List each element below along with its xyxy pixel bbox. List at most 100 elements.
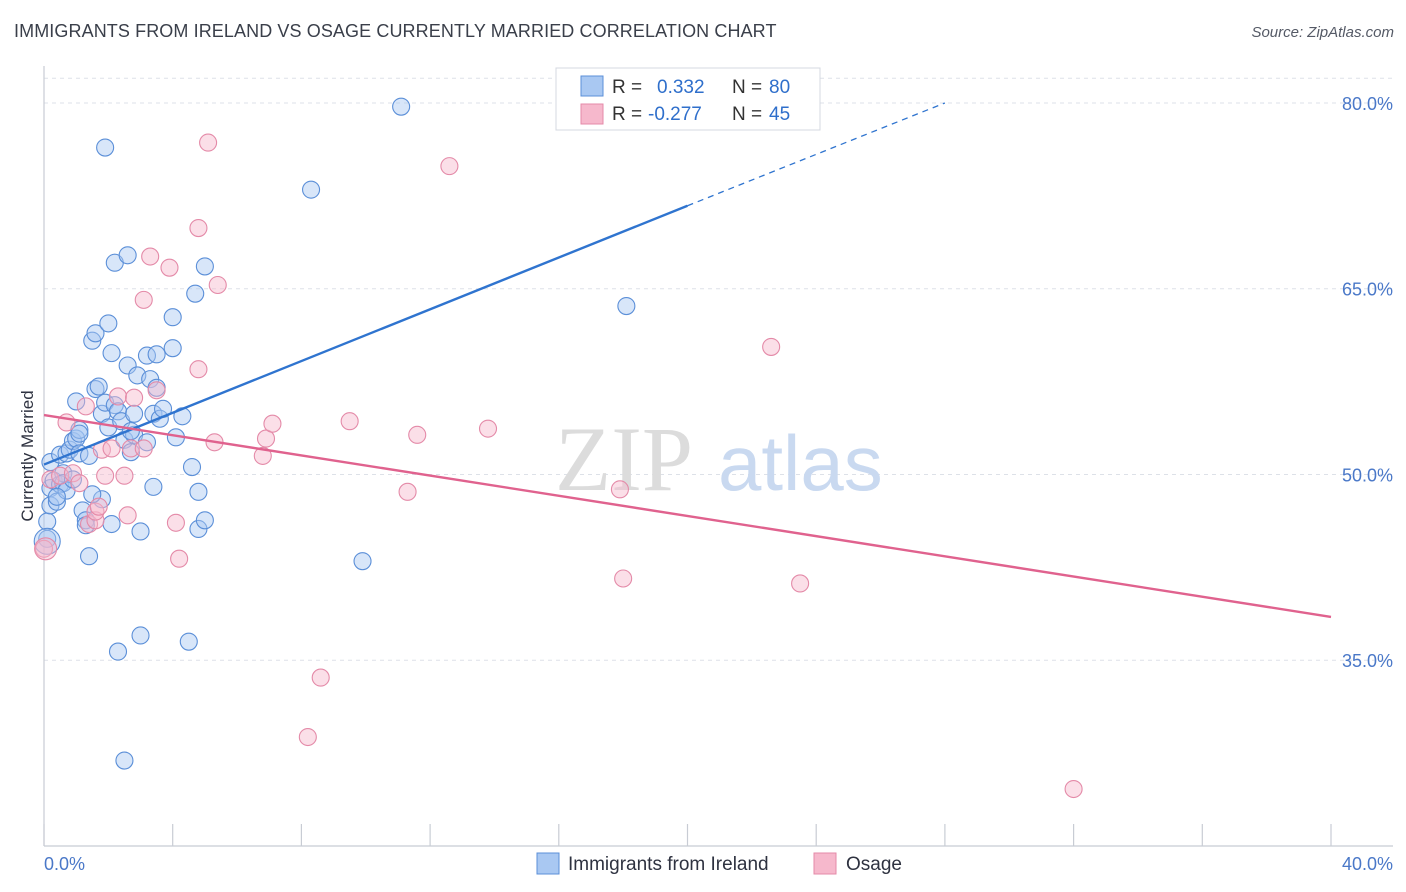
legend-r-label-ireland: R =: [612, 77, 642, 98]
osage-point: [311, 668, 330, 687]
legend-swatch-osage: [580, 103, 604, 125]
ireland-point: [99, 314, 118, 333]
ireland-point: [195, 257, 214, 276]
osage-point: [170, 549, 189, 568]
osage-point: [263, 414, 282, 433]
bottom-legend-label-ireland: Immigrants from Ireland: [568, 854, 769, 875]
osage-point: [41, 470, 60, 489]
y-tick-label: 65.0%: [1342, 280, 1393, 300]
ireland-point: [86, 324, 105, 343]
osage-point: [89, 497, 108, 516]
y-axis-label: Currently Married: [18, 390, 37, 521]
ireland-point: [89, 377, 108, 396]
osage-point: [115, 466, 134, 485]
osage-point: [121, 439, 140, 458]
legend-r-value-ireland: 0.332: [657, 77, 705, 98]
ireland-point: [102, 344, 121, 363]
ireland-point: [195, 511, 214, 530]
y-tick-label: 80.0%: [1342, 94, 1393, 114]
osage-point: [298, 727, 317, 747]
osage-point: [408, 425, 427, 444]
osage-point: [141, 247, 160, 266]
legend-swatch-ireland: [580, 75, 604, 97]
watermark-atlas: atlas: [718, 419, 883, 507]
tick-labels: 35.0% 50.0% 65.0% 80.0% 0.0% 40.0%: [44, 94, 1393, 874]
ireland-point: [96, 138, 115, 157]
ireland-point: [47, 487, 66, 506]
ireland-point: [179, 632, 198, 651]
osage-point: [208, 275, 227, 295]
ireland-point: [147, 345, 166, 364]
osage-point: [134, 290, 153, 309]
osage-trend-line: [43, 413, 1332, 619]
osage-point: [478, 419, 498, 438]
osage-point: [125, 388, 144, 407]
osage-point: [118, 506, 137, 525]
ireland-point: [182, 457, 202, 477]
osage-point: [76, 397, 95, 416]
osage-point: [108, 387, 128, 406]
legend-n-label-osage: N =: [732, 104, 762, 125]
ireland-point: [163, 339, 182, 358]
osage-point: [166, 513, 185, 532]
ireland-point: [38, 512, 57, 531]
ireland-point: [108, 642, 128, 661]
legend-n-value-osage: 45: [769, 104, 790, 125]
osage-point: [160, 258, 179, 277]
osage-point: [34, 539, 54, 558]
osage-point: [398, 482, 417, 501]
osage-point: [63, 464, 83, 483]
legend-n-label-ireland: N =: [732, 77, 762, 98]
stats-legend: R = 0.332 N = 80 R = -0.277 N = 45: [555, 67, 821, 131]
osage-point: [86, 502, 105, 521]
ireland-point: [70, 424, 89, 443]
ireland-point: [79, 547, 99, 566]
watermark-zip: ZIP: [555, 408, 693, 510]
series-legend: Immigrants from Ireland Osage: [536, 852, 902, 875]
ireland-trend-extension: [687, 102, 946, 207]
x-tick-label: 40.0%: [1342, 854, 1393, 874]
bottom-legend-swatch-ireland: [536, 852, 560, 875]
osage-point: [614, 569, 633, 588]
x-tick-label: 0.0%: [44, 854, 85, 874]
series-osage-points: [34, 133, 1083, 799]
osage-point: [610, 480, 629, 499]
y-tick-label: 35.0%: [1342, 651, 1393, 671]
osage-point: [189, 218, 208, 238]
ireland-point: [115, 751, 134, 770]
ireland-point: [189, 482, 208, 501]
ireland-point: [144, 477, 163, 496]
ireland-point: [302, 180, 321, 199]
legend-r-label-osage: R =: [612, 104, 642, 125]
osage-point: [340, 412, 359, 431]
ireland-point: [163, 308, 182, 327]
ireland-point: [86, 379, 105, 399]
osage-point: [253, 446, 272, 465]
ireland-point: [118, 356, 137, 375]
ireland-point: [353, 552, 372, 571]
osage-point: [70, 474, 89, 493]
ireland-point: [102, 514, 121, 534]
ireland-point: [392, 97, 411, 116]
legend-r-value-osage: -0.277: [648, 104, 702, 125]
ireland-point: [118, 246, 137, 265]
chart-title: IMMIGRANTS FROM IRELAND VS OSAGE CURRENT…: [14, 21, 777, 41]
y-tick-label: 50.0%: [1342, 465, 1393, 485]
legend-n-value-ireland: 80: [769, 77, 790, 98]
ireland-point: [617, 297, 636, 316]
osage-point: [199, 133, 218, 152]
source-label: Source: ZipAtlas.com: [1251, 24, 1394, 41]
osage-point: [147, 381, 166, 400]
ireland-point: [137, 346, 157, 365]
osage-point: [34, 537, 58, 561]
grid-lines: [44, 77, 1393, 661]
ireland-point: [131, 626, 150, 645]
bottom-legend-label-osage: Osage: [846, 854, 902, 875]
osage-point: [791, 574, 810, 593]
osage-point: [96, 466, 115, 485]
osage-point: [762, 337, 781, 356]
osage-point: [189, 360, 208, 379]
osage-point: [1064, 779, 1083, 799]
series-ireland-points: [33, 97, 636, 770]
